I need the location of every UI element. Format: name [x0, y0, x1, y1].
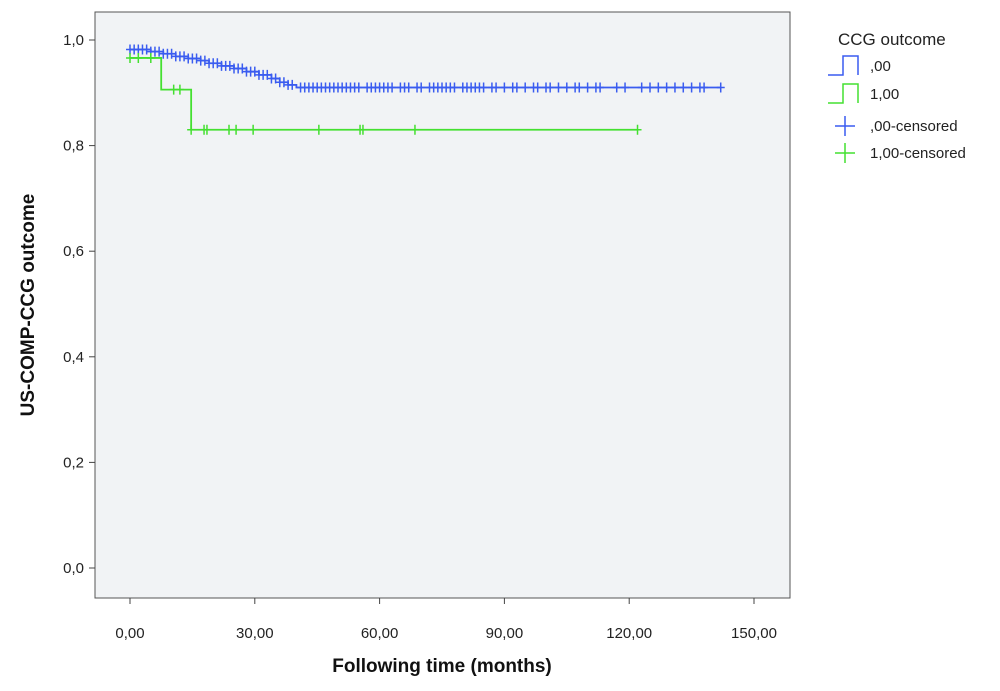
censor-mark: [583, 82, 592, 93]
censor-mark: [388, 82, 397, 93]
censor-mark: [314, 124, 323, 135]
x-tick-label: 150,00: [731, 625, 777, 642]
censor-mark: [288, 79, 297, 90]
censor-mark: [500, 82, 509, 93]
legend-entry-00: ,00: [870, 58, 891, 75]
censor-mark: [175, 84, 184, 95]
x-tick-label: 30,00: [236, 625, 274, 642]
censor-mark: [263, 69, 272, 80]
legend-step-icon-00: [828, 55, 859, 76]
censor-mark: [633, 124, 642, 135]
x-tick-label: 60,00: [361, 625, 399, 642]
censor-mark: [142, 44, 151, 55]
y-tick-label: 0,8: [63, 138, 84, 155]
censor-mark: [546, 82, 555, 93]
censor-mark: [637, 82, 646, 93]
censor-mark: [700, 82, 709, 93]
legend-censor-icon-00: [835, 116, 855, 136]
legend-entry-100-censored: 1,00-censored: [870, 145, 966, 162]
y-tick-label: 0,2: [63, 454, 84, 471]
censor-mark: [533, 82, 542, 93]
y-tick-label: 0,6: [63, 243, 84, 260]
censor-mark: [662, 82, 671, 93]
censor-mark: [621, 82, 630, 93]
censor-mark: [213, 58, 222, 69]
censor-mark: [512, 82, 521, 93]
legend-censor-icon-100: [835, 143, 855, 163]
x-tick-label: 0,00: [115, 625, 144, 642]
censor-mark: [279, 77, 288, 88]
censor-mark: [575, 82, 584, 93]
x-axis-label: Following time (months): [332, 656, 552, 677]
censor-mark: [146, 52, 155, 63]
censor-mark: [180, 51, 189, 62]
censor-mark: [232, 124, 241, 135]
censor-mark: [202, 124, 211, 135]
censor-mark: [670, 82, 679, 93]
legend-entry-100: 1,00: [870, 86, 899, 103]
censor-mark: [155, 46, 164, 57]
censor-mark: [450, 82, 459, 93]
censor-mark: [126, 52, 134, 63]
censor-mark: [354, 82, 363, 93]
censor-mark: [187, 124, 196, 135]
censor-mark: [192, 53, 201, 64]
censor-mark: [417, 82, 426, 93]
legend-step-icon-100: [828, 83, 859, 104]
x-tick-label: 120,00: [606, 625, 652, 642]
y-tick-label: 0,0: [63, 560, 84, 577]
legend: CCG outcome ,00 1,00 ,00-censored 1,00-c…: [828, 30, 966, 163]
censor-mark: [716, 82, 725, 93]
censor-mark: [521, 82, 530, 93]
censor-mark: [492, 82, 501, 93]
censor-mark: [167, 48, 176, 59]
y-tick-label: 0,4: [63, 349, 84, 366]
censor-mark: [200, 55, 209, 66]
censor-mark: [134, 52, 143, 63]
censor-mark: [358, 124, 367, 135]
censor-mark: [249, 124, 258, 135]
censor-mark: [679, 82, 688, 93]
censor-mark: [654, 82, 663, 93]
censor-mark: [646, 82, 654, 93]
censor-mark: [687, 82, 696, 93]
censor-mark: [225, 60, 234, 71]
y-tick-label: 1,0: [63, 32, 84, 49]
censor-mark: [554, 82, 563, 93]
censor-mark: [479, 82, 488, 93]
censor-mark: [271, 73, 280, 84]
censor-mark: [410, 124, 419, 135]
legend-title: CCG outcome: [838, 30, 946, 49]
censor-mark: [612, 82, 621, 93]
censor-mark: [562, 82, 571, 93]
censor-mark: [250, 66, 259, 77]
plot-area: [94, 11, 791, 599]
x-tick-label: 90,00: [486, 625, 524, 642]
censor-mark: [404, 82, 413, 93]
y-axis-label: US-COMP-CCG outcome: [18, 194, 39, 417]
censor-mark: [225, 124, 234, 135]
censor-mark: [596, 82, 605, 93]
censor-mark: [238, 63, 247, 74]
legend-entry-00-censored: ,00-censored: [870, 118, 958, 135]
